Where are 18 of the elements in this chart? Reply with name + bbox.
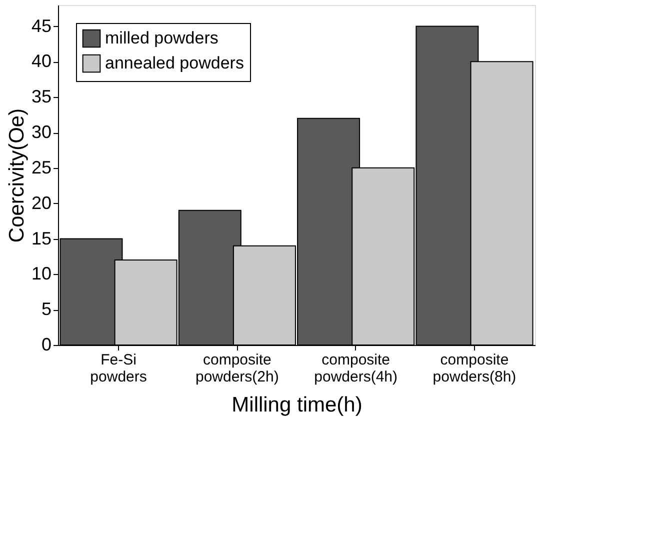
legend-label: annealed powders xyxy=(105,54,244,72)
x-tick-label: composite powders(4h) xyxy=(314,352,398,386)
y-tick-label: 10 xyxy=(31,264,52,284)
x-tick-label: composite powders(2h) xyxy=(195,352,279,386)
y-tick-label: 20 xyxy=(31,192,52,213)
legend-label: milled powders xyxy=(105,28,218,48)
y-tick-label: 40 xyxy=(31,51,52,72)
y-tick-label: 30 xyxy=(31,122,52,142)
y-tick-label: 25 xyxy=(31,157,52,178)
x-tick-label: composite powders(8h) xyxy=(432,352,516,386)
y-tick-label: 5 xyxy=(41,299,52,320)
y-axis-title: Coercivity(Oe) xyxy=(5,108,28,243)
y-tick-label: 45 xyxy=(31,16,52,36)
y-tick-label: 15 xyxy=(31,228,52,248)
y-tick-label: 35 xyxy=(31,86,52,107)
x-axis-title: Milling time(h) xyxy=(232,394,362,416)
x-tick-label: Fe-Si powders xyxy=(90,352,147,386)
y-tick-label: 0 xyxy=(41,334,52,354)
